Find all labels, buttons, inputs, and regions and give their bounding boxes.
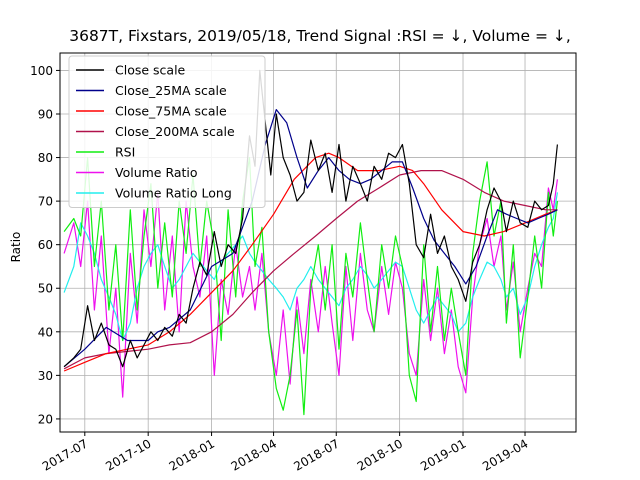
series-layer (63, 69, 558, 416)
y-tick-label: 50 (38, 282, 53, 296)
y-tick-label: 70 (38, 195, 53, 209)
legend-label: Close_25MA scale (115, 83, 227, 98)
y-tick-label: 90 (38, 107, 53, 121)
y-tick-label: 60 (38, 238, 53, 252)
plot-frame (59, 52, 577, 433)
y-tick-label: 20 (38, 412, 53, 426)
series-line-close-75ma-scale (63, 152, 558, 372)
series-line-close-scale (63, 69, 558, 368)
legend-label: RSI (115, 145, 135, 160)
y-axis: 20 30 40 50 60 70 80 90 100 (30, 64, 60, 426)
legend-box (68, 55, 266, 208)
y-tick-label: 40 (38, 325, 53, 339)
legend-label: Volume Ratio (115, 165, 198, 180)
chart-title: 3687T, Fixstars, 2019/05/18, Trend Signa… (69, 27, 571, 45)
y-tick-label: 100 (30, 64, 53, 78)
series-line-close-25ma-scale (63, 109, 558, 368)
y-axis-label: Ratio (9, 232, 23, 263)
legend-label: Close_200MA scale (115, 124, 235, 139)
y-tick-label: 30 (38, 369, 53, 383)
legend-label: Close_75MA scale (115, 104, 227, 119)
y-tick-label: 80 (38, 151, 53, 165)
legend-label: Close scale (115, 63, 186, 78)
legend-label: Volume Ratio Long (115, 186, 232, 201)
series-line-volume-ratio-long (63, 192, 558, 342)
series-line-close-200ma-scale (63, 170, 558, 370)
legend: Close scale Close_25MA scale Close_75MA sc… (68, 55, 266, 208)
